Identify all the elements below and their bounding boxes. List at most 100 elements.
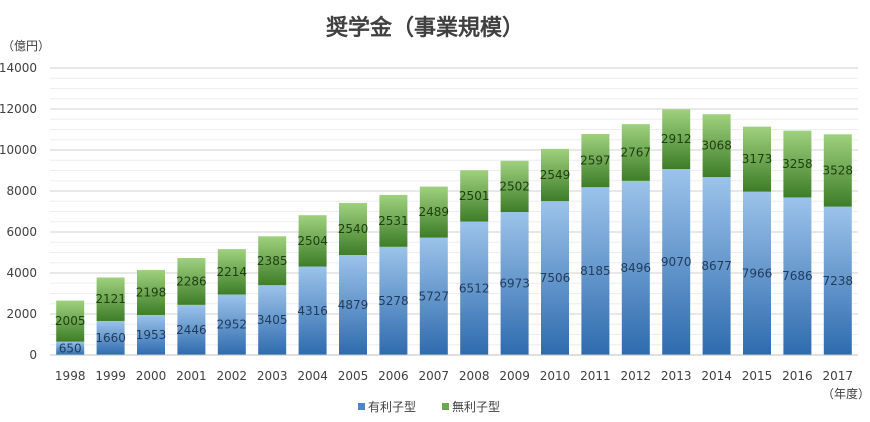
bar-murishi-2012	[621, 124, 650, 181]
bar-yuurishi-2013	[662, 169, 691, 355]
bar-yuurishi-2011	[581, 187, 610, 355]
legend-label-murishi: 無利子型	[452, 399, 500, 414]
data-label: 2489	[419, 205, 450, 219]
x-tick-label: 2007	[419, 369, 450, 383]
x-tick-label: 2011	[580, 369, 611, 383]
y-tick-label: 12000	[0, 102, 37, 116]
x-tick-label: 1999	[95, 369, 126, 383]
data-label: 6973	[499, 277, 530, 291]
x-tick-label: 2016	[782, 369, 813, 383]
data-label: 2286	[176, 274, 207, 288]
bar-murishi-2002	[217, 249, 246, 295]
data-label: 7966	[742, 266, 773, 280]
bar-murishi-2016	[783, 130, 812, 198]
data-label: 2549	[540, 168, 571, 182]
bar-yuurishi-1998	[56, 341, 85, 355]
bar-murishi-2009	[500, 160, 529, 213]
x-tick-label: 1998	[55, 369, 86, 383]
data-label: 1660	[95, 331, 126, 345]
bar-murishi-2003	[258, 236, 287, 286]
bar-murishi-2001	[177, 257, 206, 305]
bar-murishi-2000	[137, 269, 165, 315]
x-tick-label: 2017	[823, 369, 854, 383]
x-tick-label: 2000	[136, 369, 167, 383]
data-label: 2121	[95, 292, 126, 306]
bar-murishi-2008	[460, 170, 489, 222]
data-label: 2952	[217, 318, 248, 332]
x-tick-label: 2004	[297, 369, 328, 383]
bar-yuurishi-2001	[177, 304, 206, 355]
data-label: 3405	[257, 313, 288, 327]
data-label: 7686	[782, 269, 813, 283]
y-tick-label: 8000	[6, 184, 37, 198]
y-tick-label: 14000	[0, 61, 37, 75]
data-label: 2531	[378, 214, 409, 228]
data-label: 2597	[580, 154, 611, 168]
data-label: 2446	[176, 323, 207, 337]
x-tick-label: 2009	[499, 369, 530, 383]
data-label: 3258	[782, 157, 813, 171]
data-label: 4316	[297, 304, 328, 318]
x-tick-label: 2012	[621, 369, 652, 383]
y-tick-label: 10000	[0, 143, 37, 157]
bar-murishi-2017	[823, 134, 852, 207]
bar-murishi-2010	[541, 148, 569, 202]
chart-title: 奨学金（事業規模）	[326, 15, 524, 41]
bar-yuurishi-2012	[621, 180, 650, 355]
data-label: 1953	[136, 328, 167, 342]
bar-murishi-2014	[702, 114, 731, 178]
data-label: 2912	[661, 132, 692, 146]
data-label: 5727	[419, 289, 450, 303]
data-label: 8677	[701, 259, 732, 273]
bar-murishi-2007	[419, 186, 448, 238]
x-tick-label: 2014	[701, 369, 732, 383]
bar-yuurishi-2006	[379, 246, 408, 355]
bar-murishi-2005	[339, 202, 367, 255]
bar-yuurishi-2008	[460, 221, 489, 355]
bar-murishi-1998	[56, 300, 85, 342]
bar-yuurishi-2014	[702, 177, 731, 355]
bar-yuurishi-2004	[298, 266, 327, 355]
bar-yuurishi-2017	[823, 206, 852, 355]
x-tick-label: 2006	[378, 369, 409, 383]
bar-murishi-2011	[581, 133, 610, 188]
y-tick-label: 4000	[6, 266, 37, 280]
data-label: 3068	[701, 139, 732, 153]
x-axis-unit-label: （年度）	[822, 386, 870, 401]
data-label: 2501	[459, 189, 490, 203]
data-label: 4879	[338, 298, 369, 312]
x-tick-label: 2005	[338, 369, 369, 383]
bar-murishi-2013	[662, 109, 691, 170]
bar-murishi-2004	[298, 215, 327, 267]
x-tick-label: 2010	[540, 369, 571, 383]
data-label: 3528	[823, 163, 854, 177]
bar-yuurishi-2015	[743, 191, 771, 355]
y-tick-label: 6000	[6, 225, 37, 239]
data-label: 2504	[297, 234, 328, 248]
data-label: 7506	[540, 271, 571, 285]
x-tick-label: 2008	[459, 369, 490, 383]
legend-swatch-yuurishi	[358, 403, 365, 410]
data-label: 2502	[499, 179, 530, 193]
y-tick-label: 0	[29, 348, 37, 362]
bar-murishi-2006	[379, 194, 408, 247]
bar-yuurishi-1999	[96, 320, 125, 355]
bar-yuurishi-2007	[419, 237, 448, 355]
bar-murishi-2015	[743, 126, 771, 192]
data-label: 9070	[661, 255, 692, 269]
legend-label-yuurishi: 有利子型	[368, 400, 416, 414]
x-tick-label: 2003	[257, 369, 288, 383]
bar-yuurishi-2002	[217, 294, 246, 355]
bar-yuurishi-2009	[500, 212, 529, 355]
bar-murishi-1999	[96, 277, 125, 321]
bar-yuurishi-2016	[783, 197, 812, 355]
data-label: 7238	[823, 274, 854, 288]
data-label: 6512	[459, 281, 490, 295]
legend: 有利子型 無利子型	[358, 399, 500, 414]
bar-yuurishi-2005	[339, 254, 367, 355]
data-label: 8496	[621, 261, 652, 275]
data-label: 8185	[580, 264, 611, 278]
data-label: 2198	[136, 285, 167, 299]
bar-yuurishi-2010	[541, 201, 569, 355]
